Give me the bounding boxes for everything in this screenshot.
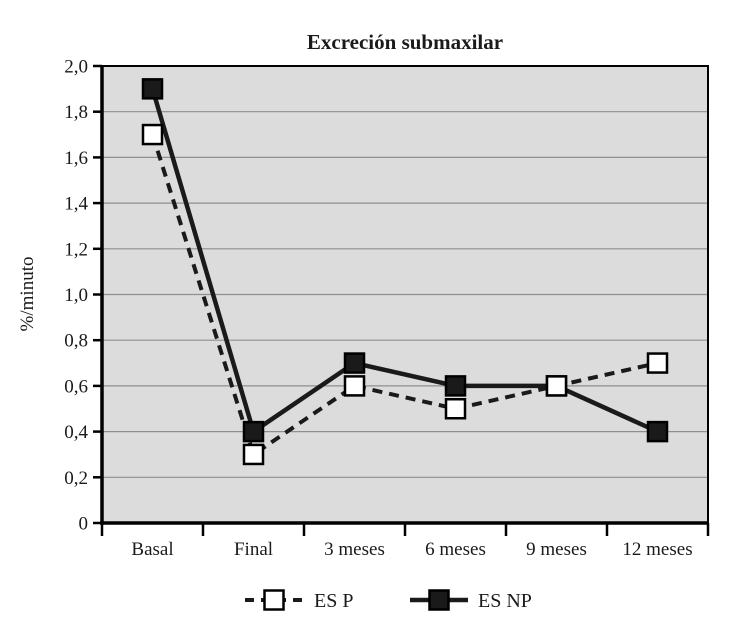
legend-marker-es-p	[263, 589, 285, 611]
legend-item-es-np: ES NP	[410, 589, 532, 612]
y-tick-label: 0	[79, 514, 89, 535]
legend-marker-es-np	[428, 589, 450, 611]
marker-es-p-12-meses	[646, 352, 669, 374]
marker-es-np-12-meses	[646, 420, 669, 443]
plot-area: 0 0,2 0,4 0,6 0,8 1,0 1,2 1,4 1,6 1,8 2,0 Basal Fina…	[64, 57, 710, 560]
legend-label-es-np: ES NP	[478, 590, 532, 612]
legend-item-es-p: ES P	[245, 589, 353, 612]
x-category-label: 6 meses	[425, 539, 486, 560]
y-tick-label: 1,6	[64, 148, 88, 169]
legend-label-es-p: ES P	[314, 590, 353, 612]
chart-title: Excreción submaxilar	[307, 30, 503, 54]
series-line-es-np	[150, 88, 659, 436]
marker-es-np-basal	[141, 78, 164, 100]
x-category-label: Basal	[131, 539, 173, 560]
y-tick-label: 1,4	[64, 194, 88, 215]
marker-es-p-9-meses	[545, 375, 568, 397]
x-category-label: Final	[234, 539, 273, 560]
y-tick-label: 1,2	[64, 239, 88, 260]
y-tick-label: 0,4	[64, 422, 88, 443]
y-tick-label: 2,0	[64, 57, 88, 78]
x-category-label: 3 meses	[324, 539, 385, 560]
marker-es-p-3-meses	[343, 375, 366, 397]
x-category-label: 9 meses	[526, 539, 587, 560]
legend: ES P ES NP	[245, 589, 532, 612]
y-tick-label: 1,8	[64, 102, 88, 123]
y-tick-label: 0,8	[64, 331, 88, 352]
marker-es-p-basal	[141, 123, 164, 146]
marker-es-np-6-meses	[444, 375, 467, 397]
marker-es-np-3-meses	[343, 352, 366, 374]
series-line-es-p	[150, 133, 658, 458]
marker-es-p-final	[242, 443, 265, 466]
y-axis-label: %/minuto	[17, 257, 38, 332]
y-tick-label: 1,0	[64, 285, 88, 306]
x-category-label: 12 meses	[622, 539, 692, 560]
marker-es-np-final	[242, 420, 265, 443]
marker-es-p-6-meses	[444, 398, 467, 420]
y-tick-label: 0,6	[64, 376, 88, 397]
y-tick-label: 0,2	[64, 468, 88, 489]
